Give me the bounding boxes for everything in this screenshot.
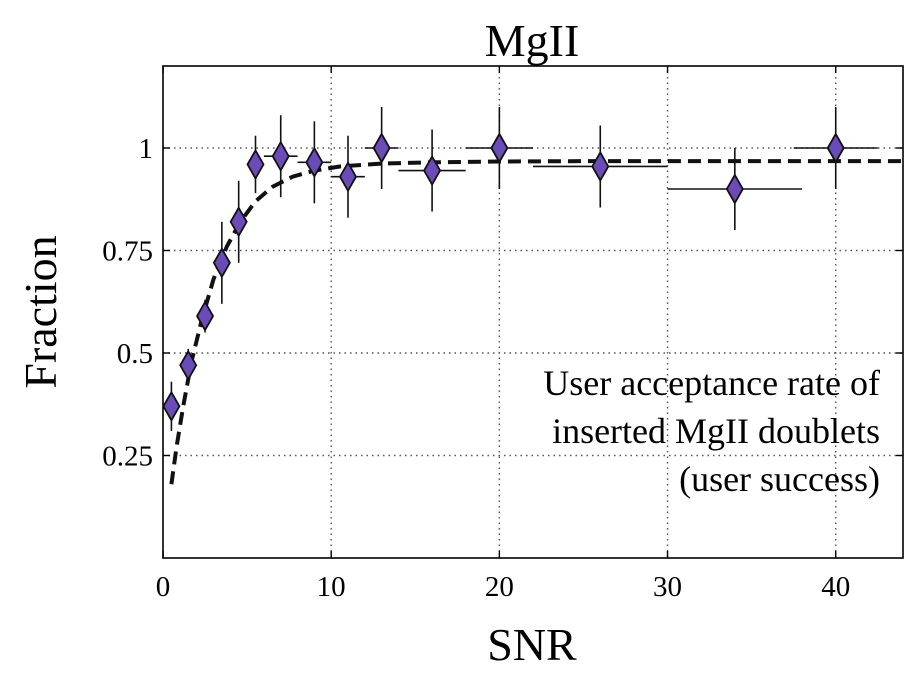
data-point [263,115,298,198]
data-point [793,107,878,189]
diamond-marker [162,390,181,423]
diamond-marker [423,154,442,187]
y-axis-label: Fraction [15,235,66,388]
diamond-marker [271,140,290,173]
x-tick-label: 20 [485,571,514,603]
x-tick-label: 30 [653,571,682,603]
chart-title: MgII [485,15,580,66]
x-tick-label: 0 [156,571,171,603]
diamond-marker [826,132,845,164]
diamond-marker [229,205,248,238]
data-point [179,348,198,382]
data-point [364,107,399,189]
diamond-marker [212,246,231,279]
data-point [533,125,668,208]
diamond-marker [305,146,324,179]
data-point [331,135,365,218]
diamond-marker [338,160,358,193]
data-points-group [162,107,878,431]
axis-ticks: 0 10 20 30 40 0.25 0.5 0.75 1 [102,66,903,603]
data-point [162,381,181,431]
diamond-marker [591,150,610,183]
data-point [246,135,265,194]
data-point [667,148,803,230]
y-tick-label: 0.75 [102,236,153,268]
diamond-marker [246,148,265,181]
y-tick-label: 0.25 [102,441,153,473]
data-point [297,121,332,204]
data-point [229,180,248,263]
y-tick-label: 1 [139,133,154,165]
data-point [196,299,215,333]
plot-frame [162,65,904,559]
diamond-marker [196,300,215,332]
diamond-marker [490,132,509,164]
x-axis-label: SNR [487,619,577,670]
annotation-line-3: (user success) [679,459,880,499]
data-point [212,221,231,304]
diamond-marker [372,132,391,164]
x-tick-label: 10 [317,571,346,603]
data-point [398,129,466,212]
data-point [465,107,533,189]
y-tick-label: 0.5 [117,338,153,370]
diamond-marker [725,173,744,205]
annotation-line-2: inserted MgII doublets [552,411,880,451]
x-tick-label: 40 [821,571,850,603]
annotation-line-1: User acceptance rate of [543,363,880,403]
diamond-marker [179,349,198,382]
